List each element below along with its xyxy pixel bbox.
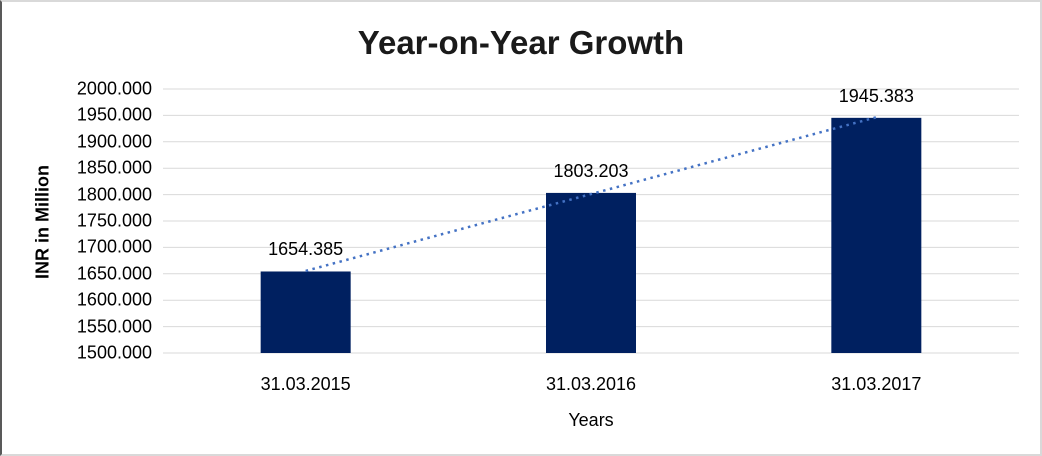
x-axis-title: Years [568, 410, 614, 430]
y-tick-label: 1900.000 [76, 131, 152, 152]
y-tick-label: 1950.000 [76, 104, 152, 125]
x-tick-label: 31.03.2017 [831, 374, 922, 394]
bar-data-label: 1654.385 [268, 239, 344, 260]
trendline-path [305, 116, 877, 273]
y-tick-label: 1700.000 [76, 236, 152, 257]
x-tick-label: 31.03.2015 [260, 374, 351, 394]
y-tick-label: 2000.000 [76, 78, 152, 99]
bar [831, 117, 922, 354]
trendline [305, 116, 877, 273]
bar-data-label: 1945.383 [838, 85, 914, 106]
y-tick-label: 1500.000 [76, 342, 152, 363]
bar [546, 192, 636, 353]
y-tick-label: 1750.000 [76, 210, 152, 231]
y-tick-label: 1800.000 [76, 184, 152, 205]
chart-title: Year-on-Year Growth [357, 24, 685, 61]
bars [260, 117, 922, 354]
x-tick-label: 31.03.2016 [545, 374, 637, 394]
bar-data-label: 1803.203 [553, 160, 629, 181]
y-tick-label: 1600.000 [76, 289, 152, 310]
y-tick-label: 1850.000 [76, 157, 152, 178]
y-tick-label: 1550.000 [76, 316, 152, 337]
y-tick-label: 1650.000 [76, 263, 152, 284]
bar [260, 271, 351, 353]
